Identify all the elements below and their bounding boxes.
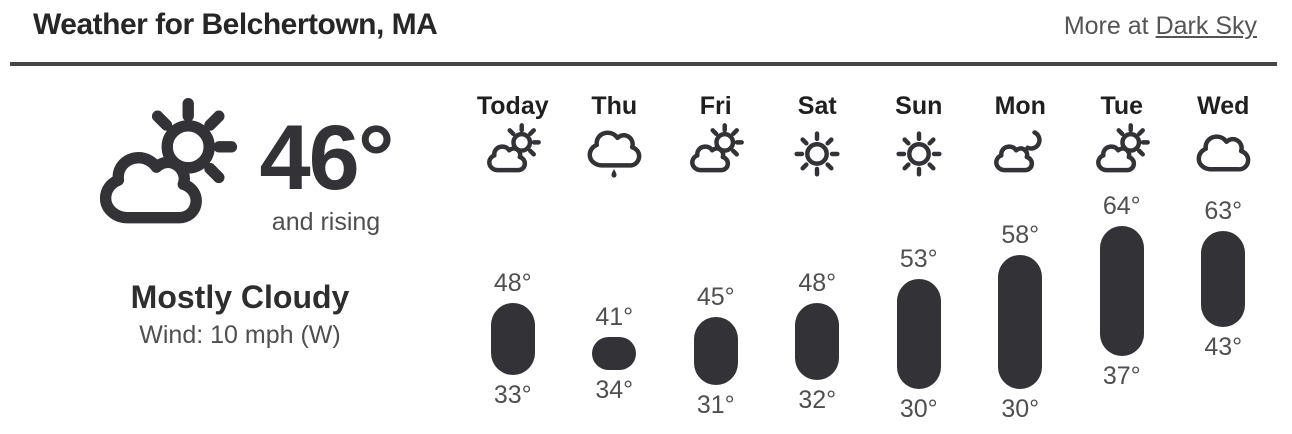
low-temp-label: 34° [595,376,634,405]
temp-range-bar [490,303,535,375]
forecast-day-column: Tue 64° 37° [1071,92,1173,434]
forecast-day-column: Fri 45° 31° [665,92,767,434]
temp-range-area: 48° 32° [767,200,869,434]
temp-range-bar [795,303,840,380]
dark-sky-link[interactable]: Dark Sky [1155,12,1257,40]
forecast-chart: Today 48° 33° Thu 41° 34° Fri 45° [462,92,1274,434]
header-divider [10,62,1277,66]
high-temp-label: 48° [493,269,532,297]
partly-cloudy-day-icon [482,122,544,184]
temp-range-bar [1201,231,1246,327]
forecast-day-column: Today 48° 33° [462,92,564,434]
temp-range-area: 48° 33° [462,200,564,434]
current-conditions: 46° and rising Mostly Cloudy Wind: 10 mp… [42,95,438,350]
high-temp-label: 63° [1204,197,1243,225]
rain-icon [583,122,645,184]
temp-range-bar [592,336,637,371]
partly-cloudy-day-icon [685,122,747,184]
forecast-day-label: Mon [994,92,1046,120]
partly-cloudy-day-icon [87,95,245,253]
low-temp-label: 31° [696,390,735,419]
forecast-day-label: Tue [1100,92,1144,120]
forecast-day-label: Wed [1197,92,1250,120]
low-temp-label: 43° [1204,333,1243,361]
temp-range-bar [693,317,738,385]
cloudy-icon [1192,122,1254,184]
forecast-day-column: Sat 48° 32° [767,92,869,434]
high-temp-label: 48° [798,269,837,297]
current-temperature: 46° [259,106,394,209]
forecast-day-label: Fri [699,92,732,120]
forecast-day-label: Sat [797,92,837,120]
low-temp-label: 30° [1001,395,1040,424]
low-temp-label: 30° [899,395,938,424]
temp-range-area: 45° 31° [665,200,767,434]
high-temp-label: 53° [899,245,938,273]
temperature-trend: and rising [271,207,381,236]
current-icon-shape [106,104,232,218]
forecast-day-column: Mon 58° 30° [970,92,1072,434]
high-temp-label: 45° [696,283,735,312]
temp-range-area: 64° 37° [1071,193,1173,434]
low-temp-label: 37° [1102,361,1141,390]
attribution: More at Dark Sky [1064,12,1257,41]
forecast-day-label: Thu [591,92,638,120]
partly-cloudy-night-icon [989,122,1051,184]
wind-info: Wind: 10 mph (W) [139,321,341,349]
widget-header: Weather for Belchertown, MA More at Dark … [33,8,1257,42]
high-temp-label: 41° [595,302,634,331]
clear-day-icon [888,122,950,184]
clear-day-icon [786,122,848,184]
page-title: Weather for Belchertown, MA [33,8,438,41]
conditions-summary: Mostly Cloudy [130,279,350,315]
low-temp-label: 32° [798,385,837,414]
temp-range-area: 41° 34° [564,200,666,434]
temp-range-area: 63° 43° [1173,197,1275,434]
temp-range-bar [896,279,941,390]
temp-range-bar [1099,226,1144,356]
partly-cloudy-day-icon [1091,122,1153,184]
low-temp-label: 33° [493,381,532,409]
temp-range-bar [998,255,1043,390]
forecast-day-label: Sun [895,92,943,120]
high-temp-label: 64° [1102,192,1141,221]
temp-range-area: 53° 30° [868,200,970,434]
forecast-day-label: Today [476,92,549,120]
forecast-day-column: Sun 53° 30° [868,92,970,434]
temp-range-area: 58° 30° [970,200,1072,434]
high-temp-label: 58° [1001,221,1040,249]
forecast-day-column: Wed 63° 43° [1173,92,1275,434]
attribution-prefix: More at [1063,12,1149,40]
forecast-day-column: Thu 41° 34° [564,92,666,434]
